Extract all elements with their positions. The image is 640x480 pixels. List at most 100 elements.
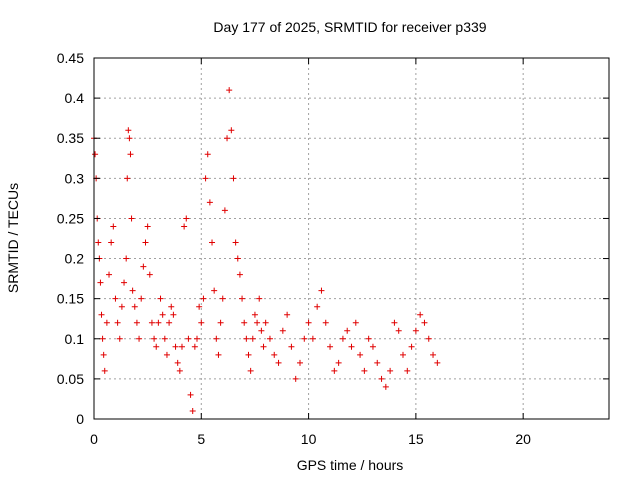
data-point (387, 367, 394, 374)
data-point (128, 215, 135, 222)
data-point (106, 271, 113, 278)
data-point (344, 327, 351, 334)
data-point (404, 367, 411, 374)
y-tick-label: 0.45 (57, 50, 84, 66)
data-point (369, 343, 376, 350)
data-point (213, 335, 220, 342)
data-point (421, 319, 428, 326)
data-point (378, 375, 385, 382)
data-point (187, 391, 194, 398)
data-point (391, 319, 398, 326)
data-point (292, 375, 299, 382)
data-point (131, 303, 138, 310)
data-point (232, 239, 239, 246)
data-point (297, 359, 303, 366)
data-point (434, 359, 441, 366)
data-point (365, 335, 372, 342)
data-point (133, 319, 140, 326)
data-point (288, 343, 295, 350)
data-point (228, 127, 235, 134)
data-point (110, 223, 117, 230)
data-point (100, 351, 107, 358)
data-point (348, 343, 355, 350)
data-point (196, 303, 203, 310)
data-point (357, 351, 364, 358)
data-point (230, 175, 237, 182)
data-point (200, 295, 207, 302)
data-point (335, 359, 342, 366)
data-point (221, 207, 228, 214)
x-tick-label: 0 (90, 431, 98, 447)
data-point (103, 319, 110, 326)
data-point (112, 295, 119, 302)
data-point (151, 335, 158, 342)
data-point (125, 127, 132, 134)
data-point (209, 239, 216, 246)
grid (94, 58, 609, 419)
data-point (204, 151, 211, 158)
data-point (361, 367, 368, 374)
data-point (243, 335, 250, 342)
data-point (215, 351, 222, 358)
data-point (153, 343, 160, 350)
x-tick-label: 20 (515, 431, 531, 447)
plot-frame (93, 57, 610, 420)
x-tick-label: 5 (197, 431, 205, 447)
data-point (163, 351, 170, 358)
data-point (374, 359, 381, 366)
data-point (194, 335, 200, 342)
data-point (322, 319, 329, 326)
y-tick-label: 0.05 (57, 371, 84, 387)
data-point (314, 303, 321, 310)
data-point (142, 239, 149, 246)
data-point (412, 327, 419, 334)
data-point (284, 311, 291, 318)
data-point (219, 295, 226, 302)
data-point (189, 407, 196, 414)
data-point (309, 335, 316, 342)
data-point (327, 343, 334, 350)
data-point (400, 351, 406, 358)
data-point (174, 359, 181, 366)
data-point (124, 175, 131, 182)
data-point (183, 215, 190, 222)
data-point (92, 151, 99, 158)
data-point (108, 239, 115, 246)
data-point (116, 335, 123, 342)
data-point (417, 311, 424, 318)
data-point (127, 151, 134, 158)
data-point (99, 335, 106, 342)
data-point (202, 175, 209, 182)
data-point (161, 335, 168, 342)
data-point (254, 319, 261, 326)
data-point (260, 343, 267, 350)
data-point (301, 335, 308, 342)
data-point (157, 295, 164, 302)
data-point (217, 319, 224, 326)
data-point (395, 327, 402, 334)
x-tick-label: 10 (301, 431, 317, 447)
data-point (224, 135, 231, 142)
data-point (181, 223, 188, 230)
data-point (178, 343, 185, 350)
data-point (408, 343, 415, 350)
data-point (126, 135, 133, 142)
data-point (101, 367, 108, 374)
data-point (172, 343, 179, 350)
data-point (258, 327, 265, 334)
data-point (98, 311, 105, 318)
data-point (226, 87, 233, 94)
data-point (155, 319, 162, 326)
data-point (166, 319, 173, 326)
data-point (239, 295, 246, 302)
y-tick-label: 0.35 (57, 130, 84, 146)
data-point (146, 271, 153, 278)
x-tick-label: 15 (408, 431, 424, 447)
y-tick-label: 0.1 (65, 331, 85, 347)
data-point (118, 303, 125, 310)
y-tick-label: 0 (76, 411, 84, 427)
data-point (382, 383, 389, 390)
data-point (97, 279, 104, 286)
data-point (236, 271, 243, 278)
